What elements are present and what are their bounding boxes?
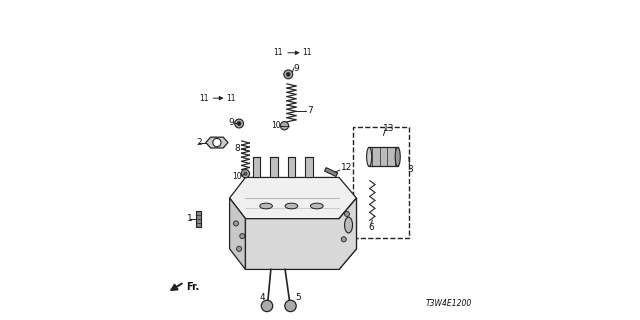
Ellipse shape — [310, 203, 323, 209]
Polygon shape — [230, 198, 246, 269]
Bar — [253, 157, 260, 178]
Text: 12: 12 — [340, 164, 352, 172]
Text: 11: 11 — [302, 48, 312, 57]
Ellipse shape — [260, 203, 273, 209]
Circle shape — [235, 119, 244, 128]
Text: 11: 11 — [273, 48, 283, 57]
Circle shape — [341, 237, 346, 242]
Text: 9: 9 — [293, 63, 299, 73]
Circle shape — [244, 172, 247, 175]
Ellipse shape — [285, 203, 298, 209]
Text: 7: 7 — [307, 106, 313, 115]
Text: 2: 2 — [196, 138, 202, 147]
Ellipse shape — [344, 217, 353, 233]
Circle shape — [241, 170, 250, 178]
Text: 4: 4 — [259, 292, 265, 301]
Text: T3W4E1200: T3W4E1200 — [426, 300, 472, 308]
Circle shape — [285, 300, 296, 312]
Bar — [353, 127, 409, 238]
Bar — [369, 147, 397, 166]
Text: 11: 11 — [199, 94, 209, 103]
Circle shape — [284, 70, 292, 79]
Ellipse shape — [395, 147, 400, 166]
Circle shape — [344, 212, 349, 216]
Polygon shape — [339, 198, 356, 269]
Text: 5: 5 — [295, 292, 301, 301]
Bar — [270, 157, 278, 178]
Circle shape — [237, 122, 241, 125]
Circle shape — [240, 234, 245, 239]
Circle shape — [212, 139, 221, 147]
Polygon shape — [206, 137, 228, 148]
Bar — [287, 157, 295, 178]
Text: 11: 11 — [226, 94, 236, 103]
Circle shape — [286, 72, 290, 76]
Polygon shape — [246, 198, 356, 269]
Circle shape — [261, 300, 273, 312]
Text: 1: 1 — [187, 214, 193, 223]
Polygon shape — [324, 168, 338, 176]
Text: 9: 9 — [228, 118, 234, 127]
Text: 13: 13 — [383, 124, 395, 133]
Text: 8: 8 — [235, 144, 241, 153]
Circle shape — [237, 246, 242, 252]
Ellipse shape — [367, 147, 372, 166]
Circle shape — [280, 122, 289, 130]
Text: 6: 6 — [368, 223, 374, 232]
Bar — [196, 212, 202, 227]
Text: 3: 3 — [408, 165, 413, 174]
Circle shape — [234, 221, 239, 226]
Polygon shape — [230, 178, 356, 219]
Text: 10: 10 — [271, 121, 281, 130]
Text: Fr.: Fr. — [186, 282, 200, 292]
Bar — [305, 157, 313, 178]
Text: 10: 10 — [232, 172, 242, 181]
